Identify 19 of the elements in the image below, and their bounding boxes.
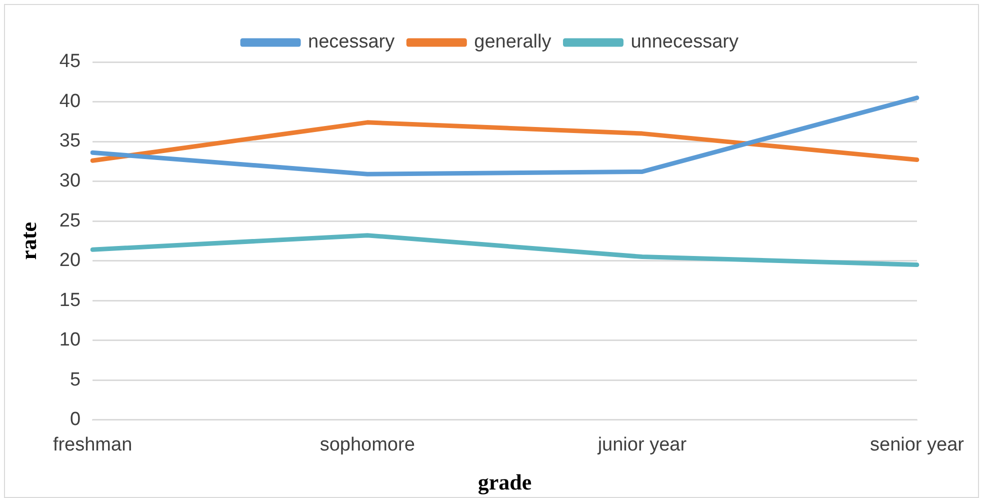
x-tick-label: junior year [596, 434, 688, 456]
y-tick-label: 20 [59, 250, 81, 272]
y-tick-label: 30 [59, 170, 81, 192]
x-tick-label: senior year [870, 434, 965, 456]
x-axis-title: grade [478, 469, 532, 494]
y-tick-label: 45 [59, 51, 81, 72]
y-tick-label: 5 [70, 369, 81, 390]
y-tick-label: 40 [59, 90, 81, 112]
legend-label: necessary [308, 32, 396, 53]
y-tick-label: 35 [59, 130, 81, 152]
x-tick-label: sophomore [320, 434, 415, 456]
y-tick-label: 15 [59, 290, 81, 311]
x-tick-label: freshman [52, 434, 132, 456]
y-axis-title: rate [16, 222, 41, 260]
legend-label: generally [474, 32, 552, 53]
y-tick-label: 10 [59, 330, 81, 351]
legend-label: unnecessary [630, 32, 739, 53]
y-tick-label: 0 [70, 409, 81, 430]
y-tick-label: 25 [59, 210, 81, 232]
